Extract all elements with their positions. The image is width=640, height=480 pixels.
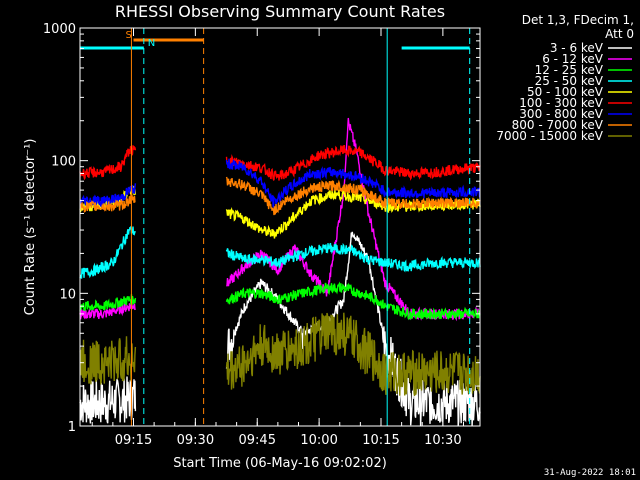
series-line-3	[79, 226, 481, 279]
x-tick-label: 09:15	[115, 433, 152, 448]
x-axis-label: Start Time (06-May-16 09:02:02)	[173, 456, 387, 471]
series-line-8	[79, 312, 481, 397]
series-line-1	[79, 117, 481, 322]
legend-label: 800 - 7000 keV	[512, 118, 604, 132]
legend-label: 25 - 50 keV	[535, 74, 604, 88]
render-timestamp: 31-Aug-2022 18:01	[544, 468, 636, 478]
legend-label: 3 - 6 keV	[550, 41, 604, 55]
y-axis: 1 10 100 1000	[43, 22, 480, 435]
series-line-2	[79, 281, 481, 321]
chart-title: RHESSI Observing Summary Count Rates	[115, 2, 445, 21]
y-tick-label: 10	[59, 287, 76, 302]
legend-header-1: Det 1,3, FDecim 1,	[522, 13, 634, 27]
plot-frame	[79, 27, 481, 427]
legend-header-2: Att 0	[605, 27, 634, 41]
x-axis: 09:15 09:30 09:45 10:00 10:15 10:30	[91, 28, 464, 448]
marker-layer	[130, 28, 471, 426]
series-line-5	[79, 144, 481, 181]
legend-label: 50 - 100 keV	[527, 85, 604, 99]
y-tick-label: 1000	[43, 22, 76, 37]
legend-label: 100 - 300 keV	[519, 96, 603, 110]
series-line-0	[79, 231, 481, 426]
x-tick-label: 09:45	[239, 433, 276, 448]
series-line-6	[79, 158, 481, 208]
series-layer	[79, 117, 481, 426]
flag-label-S: S	[125, 30, 131, 41]
flag-label-N: N	[148, 38, 155, 49]
y-axis-label: Count Rate (s⁻¹ detector⁻¹)	[23, 139, 38, 316]
x-tick-label: 10:00	[300, 433, 337, 448]
x-tick-label: 10:30	[424, 433, 461, 448]
y-tick-label: 1	[68, 420, 76, 435]
series-line-7	[79, 176, 481, 216]
legend-label: 300 - 800 keV	[519, 107, 603, 121]
x-tick-label: 10:15	[362, 433, 399, 448]
flag-layer: SN	[80, 30, 470, 50]
legend-label: 7000 - 15000 keV	[496, 129, 603, 143]
x-tick-label: 09:30	[177, 433, 214, 448]
legend-label: 12 - 25 keV	[535, 63, 604, 77]
y-tick-label: 100	[51, 155, 76, 170]
legend-label: 6 - 12 keV	[542, 52, 604, 66]
